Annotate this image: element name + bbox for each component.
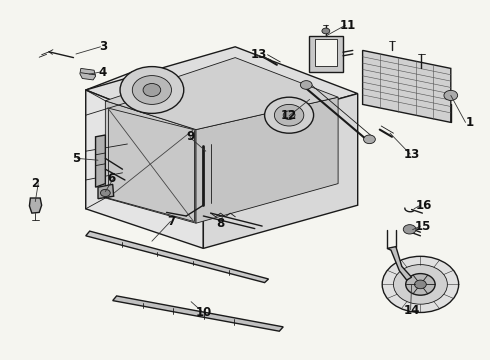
Text: 9: 9 bbox=[186, 130, 194, 143]
Circle shape bbox=[120, 67, 184, 113]
Polygon shape bbox=[80, 68, 96, 80]
Text: 1: 1 bbox=[466, 116, 473, 129]
Polygon shape bbox=[98, 184, 114, 199]
Text: 12: 12 bbox=[281, 109, 297, 122]
Circle shape bbox=[393, 265, 447, 304]
Polygon shape bbox=[86, 90, 203, 248]
Circle shape bbox=[274, 104, 304, 126]
Text: 2: 2 bbox=[31, 177, 39, 190]
Polygon shape bbox=[105, 58, 338, 130]
Text: 6: 6 bbox=[108, 172, 116, 185]
Circle shape bbox=[415, 280, 426, 289]
Circle shape bbox=[100, 189, 110, 197]
Polygon shape bbox=[113, 296, 283, 331]
Circle shape bbox=[265, 97, 314, 133]
Circle shape bbox=[283, 111, 295, 120]
Circle shape bbox=[382, 256, 459, 312]
Polygon shape bbox=[105, 101, 196, 223]
Polygon shape bbox=[86, 72, 132, 209]
Text: 11: 11 bbox=[340, 19, 356, 32]
Polygon shape bbox=[196, 97, 338, 223]
Polygon shape bbox=[315, 39, 337, 66]
Text: 4: 4 bbox=[99, 66, 107, 78]
Polygon shape bbox=[387, 247, 412, 280]
Circle shape bbox=[403, 225, 416, 234]
Text: 15: 15 bbox=[414, 220, 431, 233]
Polygon shape bbox=[96, 135, 105, 187]
Text: 8: 8 bbox=[217, 217, 224, 230]
Polygon shape bbox=[86, 231, 269, 283]
Circle shape bbox=[322, 28, 330, 34]
Text: 13: 13 bbox=[250, 48, 267, 60]
Polygon shape bbox=[86, 47, 358, 137]
Polygon shape bbox=[203, 94, 358, 248]
Text: 10: 10 bbox=[195, 306, 212, 319]
Circle shape bbox=[300, 81, 312, 89]
Circle shape bbox=[444, 90, 458, 100]
Circle shape bbox=[143, 84, 161, 96]
Text: 13: 13 bbox=[403, 148, 420, 161]
Polygon shape bbox=[309, 36, 343, 72]
Text: 16: 16 bbox=[416, 199, 432, 212]
Circle shape bbox=[364, 135, 375, 144]
Text: 7: 7 bbox=[168, 215, 175, 228]
Text: 14: 14 bbox=[403, 304, 420, 317]
Circle shape bbox=[132, 76, 172, 104]
Text: 3: 3 bbox=[99, 40, 107, 53]
Polygon shape bbox=[29, 198, 42, 213]
Polygon shape bbox=[363, 50, 451, 122]
Circle shape bbox=[406, 274, 435, 295]
Text: 5: 5 bbox=[72, 152, 80, 165]
